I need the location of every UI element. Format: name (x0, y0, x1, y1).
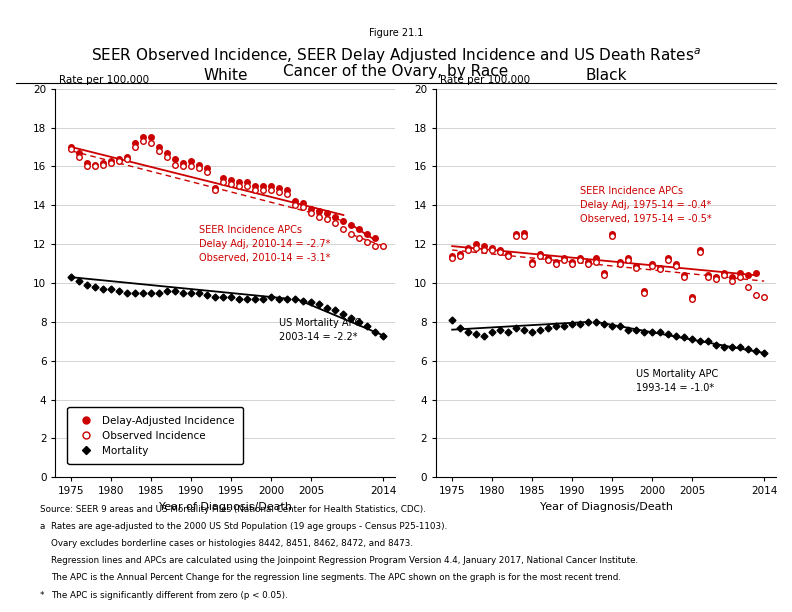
Text: Source: SEER 9 areas and US Mortality Files (National Center for Health Statisti: Source: SEER 9 areas and US Mortality Fi… (40, 505, 425, 514)
Text: US Mortality APC
1993-14 = -1.0*: US Mortality APC 1993-14 = -1.0* (636, 368, 718, 392)
Text: Rates are age-adjusted to the 2000 US Std Population (19 age groups - Census P25: Rates are age-adjusted to the 2000 US St… (51, 522, 447, 531)
Title: Black: Black (585, 69, 627, 83)
Text: SEER Observed Incidence, SEER Delay Adjusted Incidence and US Death Rates$^a$: SEER Observed Incidence, SEER Delay Adju… (91, 46, 701, 65)
Text: *: * (40, 591, 44, 600)
Text: Regression lines and APCs are calculated using the Joinpoint Regression Program : Regression lines and APCs are calculated… (51, 556, 638, 565)
Text: Cancer of the Ovary, by Race: Cancer of the Ovary, by Race (284, 64, 508, 80)
Text: Rate per 100,000: Rate per 100,000 (59, 75, 149, 85)
Text: SEER Incidence APCs
Delay Adj, 2010-14 = -2.7*
Observed, 2010-14 = -3.1*: SEER Incidence APCs Delay Adj, 2010-14 =… (200, 225, 331, 263)
Text: The APC is significantly different from zero (p < 0.05).: The APC is significantly different from … (51, 591, 288, 600)
Text: Rate per 100,000: Rate per 100,000 (440, 75, 530, 85)
X-axis label: Year of Diagnosis/Death: Year of Diagnosis/Death (539, 502, 672, 512)
Text: Ovary excludes borderline cases or histologies 8442, 8451, 8462, 8472, and 8473.: Ovary excludes borderline cases or histo… (51, 539, 413, 548)
X-axis label: Year of Diagnosis/Death: Year of Diagnosis/Death (159, 502, 292, 512)
Text: US Mortality APC
2003-14 = -2.2*: US Mortality APC 2003-14 = -2.2* (280, 318, 362, 342)
Legend: Delay-Adjusted Incidence, Observed Incidence, Mortality: Delay-Adjusted Incidence, Observed Incid… (67, 408, 242, 465)
Text: Figure 21.1: Figure 21.1 (369, 28, 423, 37)
Text: The APC is the Annual Percent Change for the regression line segments. The APC s: The APC is the Annual Percent Change for… (51, 573, 622, 583)
Text: a: a (40, 522, 45, 531)
Title: White: White (204, 69, 248, 83)
Text: SEER Incidence APCs
Delay Adj, 1975-14 = -0.4*
Observed, 1975-14 = -0.5*: SEER Incidence APCs Delay Adj, 1975-14 =… (581, 186, 712, 224)
